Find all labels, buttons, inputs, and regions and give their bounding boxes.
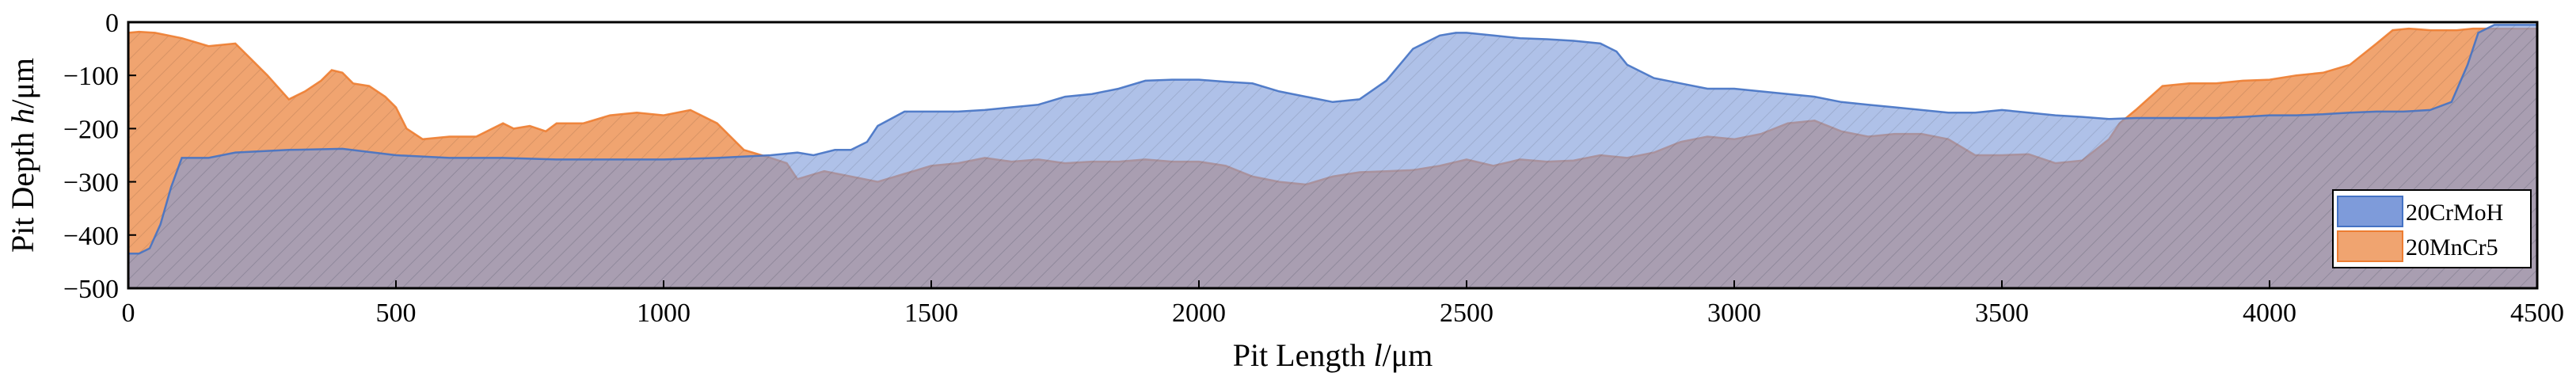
legend-swatch-20MnCr5 bbox=[2337, 230, 2403, 262]
x-tick-label: 1500 bbox=[904, 299, 958, 328]
y-axis-title-symbol: h bbox=[5, 108, 40, 124]
plot-frame bbox=[127, 21, 2539, 290]
y-tick-label: −400 bbox=[63, 222, 119, 251]
x-tick-label: 0 bbox=[122, 299, 135, 328]
x-axis-title-unit: /μm bbox=[1383, 337, 1433, 373]
y-axis-title-main: Pit Depth bbox=[5, 124, 40, 253]
y-tick-label: −100 bbox=[63, 62, 119, 91]
series-line-20crmoh bbox=[128, 24, 2537, 255]
series-hatch-20crmoh bbox=[128, 25, 2537, 288]
x-tick-label: 3500 bbox=[1975, 299, 2029, 328]
legend-swatch-20CrMoH bbox=[2337, 196, 2403, 227]
x-tick-label: 3000 bbox=[1707, 299, 1761, 328]
x-axis-title-symbol: l bbox=[1373, 337, 1382, 373]
x-axis-title: Pit Length l/μm bbox=[1233, 337, 1433, 373]
x-tick-label: 4000 bbox=[2243, 299, 2296, 328]
y-tick-label: −200 bbox=[63, 115, 119, 144]
series-layer bbox=[128, 24, 2537, 288]
x-tick-label: 2500 bbox=[1440, 299, 1493, 328]
legend: 20CrMoH 20MnCr5 bbox=[2332, 189, 2532, 268]
x-axis-title-main: Pit Length bbox=[1233, 337, 1374, 373]
x-axis: 0 500 1000 1500 2000 2500 3000 3500 4000 4500 bbox=[122, 280, 2564, 328]
y-axis-title-unit: /μm bbox=[5, 58, 40, 108]
y-tick-label: 0 bbox=[105, 9, 119, 38]
x-tick-label: 500 bbox=[376, 299, 417, 328]
x-tick-label: 1000 bbox=[637, 299, 691, 328]
x-tick-label: 4500 bbox=[2510, 299, 2564, 328]
legend-label-20MnCr5: 20MnCr5 bbox=[2406, 234, 2498, 261]
y-tick-label: −300 bbox=[63, 169, 119, 198]
plot-area bbox=[128, 24, 2537, 288]
y-axis-title: Pit Depth h/μm bbox=[5, 58, 40, 253]
y-tick-label: −500 bbox=[63, 275, 119, 304]
y-axis: 0 −100 −200 −300 −400 −500 bbox=[63, 9, 136, 304]
legend-label-20CrMoH: 20CrMoH bbox=[2406, 200, 2503, 226]
x-tick-label: 2000 bbox=[1172, 299, 1226, 328]
